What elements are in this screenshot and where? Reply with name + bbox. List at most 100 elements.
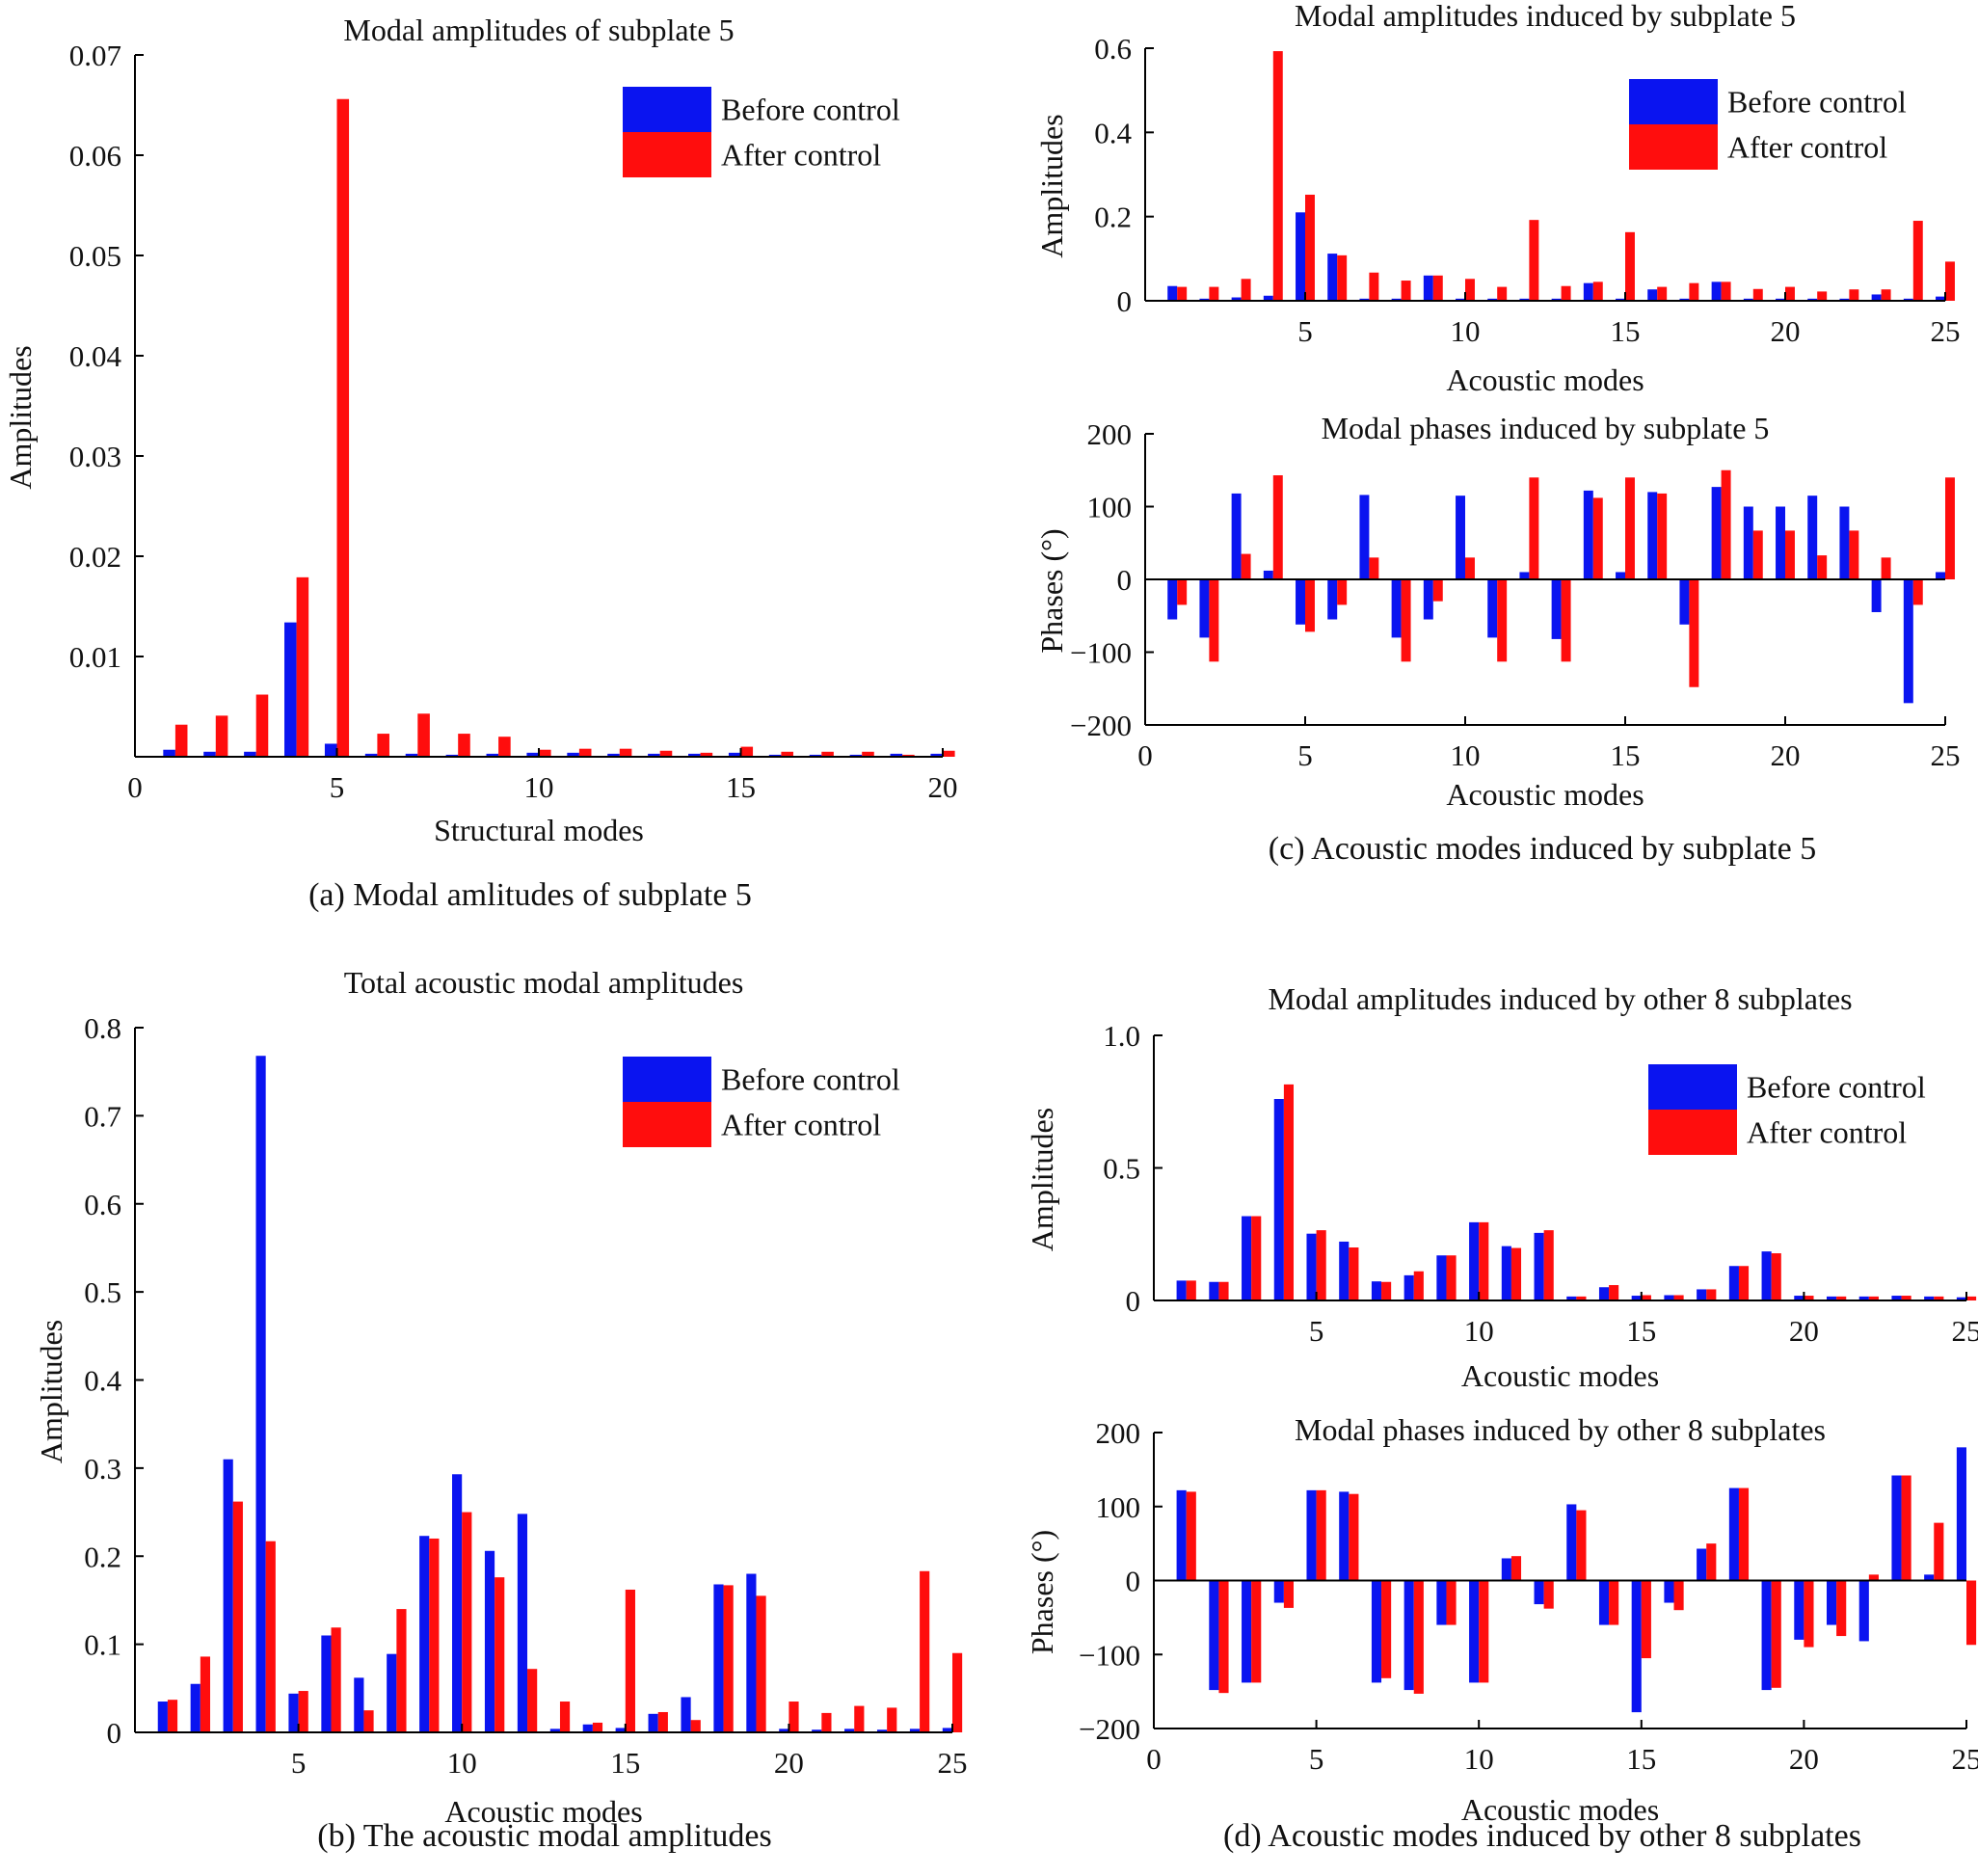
- chart-d1-bar-before-4: [1273, 1099, 1284, 1300]
- chart-d1-ylabel: Amplitudes: [1025, 1108, 1059, 1251]
- chart-d1-bar-before-17: [1697, 1289, 1707, 1300]
- chart-b-ytick-label-0: 0: [107, 1716, 122, 1750]
- chart-b-bar-after-17: [690, 1720, 701, 1732]
- chart-a-ylabel: Amplitudes: [3, 345, 38, 489]
- chart-a-xlabel: Structural modes: [434, 813, 644, 847]
- chart-b-bar-after-15: [625, 1589, 635, 1732]
- chart-c2-bar-before-2: [1199, 579, 1210, 638]
- chart-c1-bar-before-1: [1167, 285, 1178, 301]
- chart-b-xtick-label-4: 25: [938, 1746, 968, 1780]
- chart-d2-bar-after-14: [1609, 1580, 1619, 1625]
- chart-b-bar-after-9: [429, 1538, 440, 1732]
- chart-d1-bar-after-16: [1673, 1295, 1684, 1300]
- chart-a-bar-after-8: [458, 734, 470, 757]
- chart-d2-bar-after-3: [1251, 1580, 1262, 1683]
- chart-c1-bar-after-3: [1241, 279, 1251, 301]
- chart-d2-bar-after-24: [1934, 1522, 1944, 1581]
- chart-a-bar-before-8: [445, 754, 459, 757]
- chart-a-bar-after-2: [215, 715, 228, 757]
- chart-c1-bar-after-9: [1432, 275, 1443, 301]
- chart-b-bar-before-22: [844, 1729, 855, 1732]
- chart-b-bar-after-2: [200, 1656, 211, 1732]
- chart-c1-bar-after-23: [1881, 289, 1891, 301]
- chart-d1-ytick-label-2: 1.0: [1103, 1019, 1140, 1053]
- caption-c: (c) Acoustic modes induced by subplate 5: [1268, 831, 1817, 867]
- chart-a-bar-after-19: [902, 754, 915, 757]
- chart-b-bar-before-21: [812, 1729, 822, 1732]
- chart-c2-bar-before-15: [1616, 572, 1625, 579]
- chart-c1-bar-after-13: [1561, 285, 1571, 301]
- chart-c1-xtick-label-3: 20: [1771, 314, 1801, 348]
- chart-c1-bar-before-24: [1903, 298, 1913, 301]
- chart-b-bar-before-3: [223, 1459, 233, 1732]
- chart-d1-bar-before-25: [1956, 1297, 1966, 1300]
- chart-c2-bar-after-17: [1689, 579, 1699, 687]
- chart-a-bar-before-16: [768, 754, 782, 757]
- chart-d1-bar-before-1: [1176, 1280, 1187, 1301]
- chart-c1-bar-after-16: [1657, 286, 1668, 301]
- chart-b-bar-before-20: [779, 1729, 789, 1732]
- chart-d1-bar-before-13: [1566, 1296, 1577, 1301]
- chart-c2-bar-before-10: [1456, 496, 1465, 579]
- chart-d2-bar-after-5: [1316, 1489, 1326, 1581]
- chart-c1-bar-before-19: [1743, 298, 1753, 301]
- chart-d1-legend-label-before: Before control: [1747, 1070, 1926, 1105]
- chart-b-bar-before-10: [452, 1474, 463, 1732]
- chart-c1-bar-before-5: [1296, 212, 1305, 301]
- chart-d2-bar-before-22: [1858, 1580, 1869, 1642]
- chart-d2-bar-after-12: [1543, 1580, 1554, 1609]
- chart-c2-bar-before-17: [1679, 579, 1690, 625]
- chart-d2-bar-after-23: [1901, 1475, 1911, 1581]
- chart-b-bar-after-19: [756, 1595, 766, 1732]
- caption-a: (a) Modal amlitudes of subplate 5: [308, 877, 752, 913]
- chart-c2-ylabel: Phases (°): [1034, 528, 1069, 653]
- chart-c2-xtick-label-5: 25: [1931, 738, 1961, 772]
- chart-d1-bar-before-7: [1371, 1281, 1382, 1300]
- chart-d2-xtick-label-4: 20: [1789, 1742, 1819, 1776]
- chart-c1-bar-after-25: [1945, 261, 1955, 301]
- chart-c1-bar-before-2: [1199, 298, 1210, 301]
- chart-c2-bar-before-8: [1391, 579, 1402, 638]
- chart-d1-bar-after-23: [1901, 1296, 1911, 1300]
- chart-d2-bar-before-5: [1306, 1489, 1317, 1581]
- chart-a-legend-label-after: After control: [721, 138, 881, 173]
- chart-a-xtick-label-4: 20: [928, 770, 958, 804]
- chart-d2-xlabel: Acoustic modes: [1461, 1792, 1659, 1827]
- chart-c1-bar-before-21: [1807, 298, 1818, 301]
- chart-a-bar-after-13: [659, 750, 673, 757]
- chart-c2-bar-after-19: [1752, 530, 1763, 579]
- chart-c1-bar-after-5: [1305, 194, 1315, 301]
- chart-a-ytick-label-6: 0.07: [69, 39, 121, 72]
- chart-b-bar-before-2: [190, 1683, 200, 1732]
- chart-c2-ytick-label-3: 100: [1087, 491, 1133, 524]
- chart-d2-bar-before-4: [1273, 1580, 1284, 1603]
- chart-b-legend-label-after: After control: [721, 1108, 881, 1142]
- chart-d1-bar-before-19: [1761, 1251, 1772, 1301]
- chart-b-ytick-label-5: 0.5: [84, 1275, 121, 1309]
- chart-a-bar-after-17: [821, 751, 834, 757]
- chart-d1-bar-after-8: [1413, 1271, 1424, 1300]
- chart-d1-bar-before-23: [1891, 1296, 1902, 1300]
- chart-b-ytick-label-8: 0.8: [84, 1011, 121, 1045]
- chart-b-bar-after-24: [920, 1570, 930, 1732]
- chart-a-bar-before-11: [567, 752, 579, 757]
- chart-c2-bar-before-25: [1936, 572, 1945, 579]
- chart-c1-bar-after-18: [1721, 281, 1731, 301]
- chart-c2-xtick-label-4: 20: [1771, 738, 1801, 772]
- chart-d1-bar-before-5: [1306, 1233, 1317, 1300]
- chart-c2-bar-after-22: [1849, 530, 1859, 579]
- chart-c1-bar-after-7: [1369, 272, 1379, 301]
- chart-c2-bar-after-9: [1432, 579, 1443, 602]
- chart-c1-legend-label-before: Before control: [1727, 85, 1907, 120]
- chart-a-bar-before-10: [526, 752, 539, 757]
- chart-d2-bar-before-1: [1176, 1489, 1187, 1581]
- chart-a-bar-before-15: [728, 752, 741, 757]
- chart-c1-bar-after-1: [1177, 286, 1188, 301]
- chart-d2-xtick-label-0: 0: [1146, 1742, 1162, 1776]
- chart-b-bar-before-13: [549, 1729, 560, 1732]
- chart-d2-bar-after-4: [1283, 1580, 1294, 1608]
- chart-b-xtick-label-2: 15: [610, 1746, 640, 1780]
- chart-a-bar-before-5: [324, 743, 337, 757]
- chart-c2-bar-before-6: [1327, 579, 1338, 620]
- chart-d2-bar-before-6: [1339, 1491, 1350, 1581]
